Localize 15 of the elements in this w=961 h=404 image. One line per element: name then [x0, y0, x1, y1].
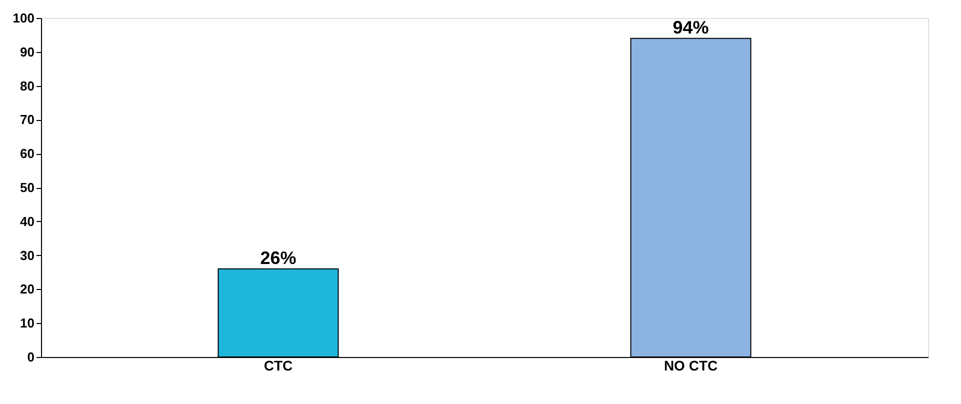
y-tick-label: 10: [20, 316, 34, 331]
y-tick-label: 40: [20, 214, 34, 229]
y-tick-label: 20: [20, 282, 34, 297]
data-label: 26%: [260, 248, 296, 268]
y-tick-label: 50: [20, 180, 34, 195]
y-tick-label: 0: [27, 350, 34, 364]
y-tick-label: 70: [20, 112, 34, 128]
data-label: 94%: [672, 17, 709, 38]
y-tick-label: 30: [20, 248, 34, 263]
y-tick-label: 60: [20, 146, 34, 162]
y-tick-label: 100: [12, 10, 34, 26]
y-tick-label: 90: [20, 44, 34, 60]
y-tick-label: 80: [20, 78, 34, 94]
x-tick-label: NO CTC: [664, 358, 718, 374]
x-tick-label: CTC: [264, 358, 293, 374]
